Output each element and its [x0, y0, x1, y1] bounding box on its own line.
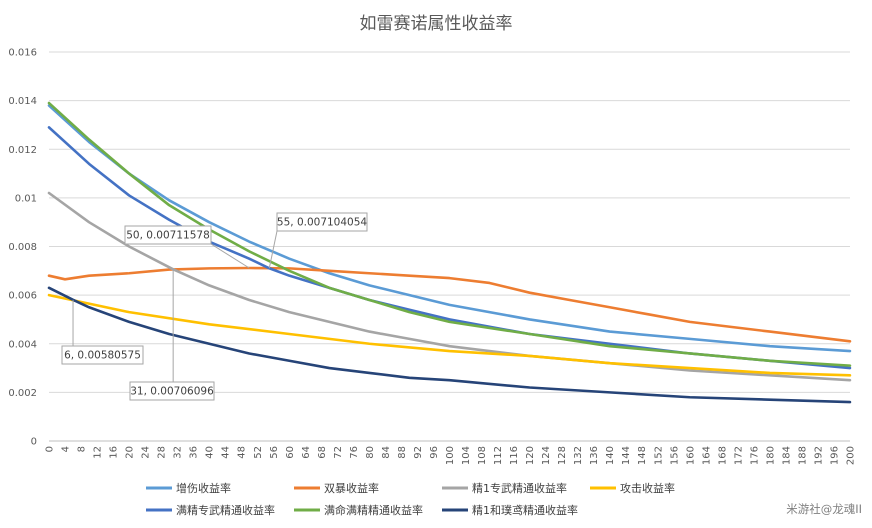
annotation-box	[124, 225, 212, 245]
series-line	[47, 104, 852, 353]
y-tick-label: 0.008	[8, 242, 37, 253]
x-tick-label: 12	[93, 446, 104, 459]
x-tick-label: 176	[749, 446, 760, 465]
annotation-leader	[268, 230, 278, 269]
x-tick-label: 44	[221, 446, 232, 459]
x-tick-label: 80	[365, 446, 376, 459]
legend-label: 攻击收益率	[620, 481, 675, 495]
annotation-label: 55, 0.007104054	[277, 217, 367, 229]
series-line	[47, 266, 852, 343]
annotation-box	[129, 381, 215, 401]
y-axis: 0 0.002 0.004 0.006 0.008 0.01 0.012 0.014 0.016	[8, 48, 37, 448]
x-tick-label: 32	[173, 446, 184, 459]
annotation-box	[61, 345, 144, 365]
x-tick-label: 68	[317, 446, 328, 459]
y-tick-label: 0.002	[8, 388, 37, 399]
y-tick-label: 0.012	[8, 145, 37, 156]
y-tick-label: 0	[31, 437, 37, 448]
x-tick-label: 168	[717, 446, 728, 465]
x-tick-label: 28	[157, 446, 168, 459]
x-tick-label: 56	[269, 446, 280, 459]
y-tick-label: 0.01	[15, 193, 37, 204]
x-tick-label: 196	[829, 446, 840, 465]
x-tick-label: 132	[573, 446, 584, 465]
x-tick-label: 116	[509, 446, 520, 465]
chart-title: 如雷赛诺属性收益率	[360, 13, 513, 34]
series-line	[47, 286, 852, 404]
x-tick-label: 172	[733, 446, 744, 465]
x-tick-label: 148	[637, 446, 648, 465]
x-tick-label: 140	[605, 446, 616, 465]
x-tick-label: 4	[61, 446, 72, 452]
x-tick-label: 84	[381, 446, 392, 459]
x-tick-label: 180	[765, 446, 776, 465]
annotation-label: 6, 0.00580575	[64, 350, 141, 362]
y-tick-label: 0.014	[8, 96, 37, 107]
x-tick-label: 124	[541, 446, 552, 465]
annotation-label: 50, 0.00711578	[126, 230, 210, 242]
x-axis: 0 4 8 12 16 20 24 28 32 36 40 44 48 52 56 60 64 68 72 76 80 8…	[45, 446, 857, 465]
x-tick-label: 144	[621, 446, 632, 465]
watermark: 米游社@龙魂II	[786, 502, 862, 516]
series-group	[47, 101, 852, 404]
x-tick-label: 96	[429, 446, 440, 459]
annotations: 50, 0.00711578 55, 0.007104054 6, 0.005805…	[61, 212, 368, 401]
x-tick-label: 164	[701, 446, 712, 465]
legend-label: 满精专武精通收益率	[176, 503, 275, 517]
x-tick-label: 24	[141, 446, 152, 459]
x-tick-label: 136	[589, 446, 600, 465]
legend-label: 满命满精精通收益率	[324, 503, 423, 517]
x-tick-label: 100	[445, 446, 456, 465]
x-tick-label: 36	[189, 446, 200, 459]
series-line	[47, 126, 852, 370]
x-tick-label: 64	[301, 446, 312, 459]
x-tick-label: 128	[557, 446, 568, 465]
series-line	[47, 101, 852, 367]
annotation-box	[276, 212, 368, 232]
x-tick-label: 20	[125, 446, 136, 459]
x-tick-label: 60	[285, 446, 296, 459]
x-tick-label: 92	[413, 446, 424, 459]
x-tick-label: 48	[237, 446, 248, 459]
annotation-leader	[210, 243, 250, 269]
legend-label: 精1专武精通收益率	[472, 481, 567, 495]
x-tick-label: 188	[797, 446, 808, 465]
x-tick-label: 108	[477, 446, 488, 465]
x-tick-label: 76	[349, 446, 360, 459]
x-tick-label: 152	[653, 446, 664, 465]
x-tick-label: 16	[109, 446, 120, 459]
x-tick-label: 8	[77, 446, 88, 452]
x-tick-label: 160	[685, 446, 696, 465]
x-tick-label: 200	[846, 446, 857, 465]
y-tick-label: 0.006	[8, 291, 37, 302]
annotation-label: 31, 0.00706096	[130, 386, 214, 398]
x-tick-label: 52	[253, 446, 264, 459]
x-tick-label: 40	[205, 446, 216, 459]
x-tick-label: 156	[669, 446, 680, 465]
x-tick-label: 184	[781, 446, 792, 465]
legend-label: 增伤收益率	[176, 481, 231, 495]
x-tick-label: 192	[813, 446, 824, 465]
x-tick-label: 0	[45, 446, 56, 452]
x-tick-label: 88	[397, 446, 408, 459]
y-tick-label: 0.004	[8, 339, 37, 350]
series-line	[47, 293, 852, 377]
x-tick-label: 104	[461, 446, 472, 465]
legend-label: 双暴收益率	[324, 481, 379, 495]
x-tick-label: 72	[333, 446, 344, 459]
legend-label: 精1和璞鸢精通收益率	[472, 503, 578, 517]
x-tick-label: 120	[525, 446, 536, 465]
y-tick-label: 0.016	[8, 48, 37, 59]
x-tick-label: 112	[493, 446, 504, 465]
